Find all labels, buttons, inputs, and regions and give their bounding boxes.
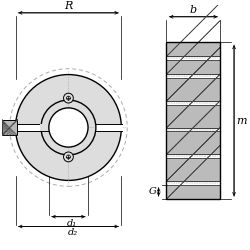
Bar <box>166 181 220 185</box>
Circle shape <box>64 152 73 162</box>
Bar <box>166 42 220 56</box>
Bar <box>166 78 220 101</box>
Bar <box>166 42 220 199</box>
Bar <box>166 185 220 199</box>
Bar <box>166 101 220 104</box>
Text: d₁: d₁ <box>66 219 76 228</box>
Bar <box>166 158 220 181</box>
Text: d₂: d₂ <box>68 228 78 237</box>
Text: b: b <box>190 5 197 15</box>
Circle shape <box>64 93 73 103</box>
Bar <box>166 74 220 78</box>
Circle shape <box>16 74 121 180</box>
Bar <box>166 56 220 60</box>
Bar <box>166 131 220 154</box>
Text: G: G <box>149 188 157 196</box>
Bar <box>166 104 220 128</box>
Circle shape <box>49 108 88 147</box>
Bar <box>2 120 18 135</box>
Bar <box>40 124 49 131</box>
Bar <box>14 124 68 131</box>
Bar <box>95 124 123 131</box>
Text: R: R <box>64 1 72 11</box>
Text: m: m <box>236 116 246 126</box>
Bar <box>166 128 220 131</box>
Bar <box>166 60 220 74</box>
Bar <box>166 154 220 158</box>
